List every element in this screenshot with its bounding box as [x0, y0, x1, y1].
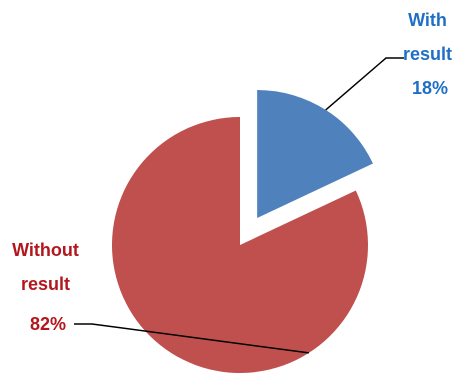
- leader-line-1: [74, 323, 309, 354]
- leader-line-0: [325, 57, 404, 111]
- leader-lines: [74, 57, 404, 354]
- pie-slice-1: [112, 117, 369, 373]
- pie-slice-0: [257, 89, 373, 218]
- slice-label-with-result: With result 18%: [403, 10, 457, 98]
- pie-slices: [112, 89, 373, 373]
- slice-label-without-result: Without result 82%: [12, 240, 84, 334]
- slice-labels: With result 18% Without result 82%: [12, 10, 457, 334]
